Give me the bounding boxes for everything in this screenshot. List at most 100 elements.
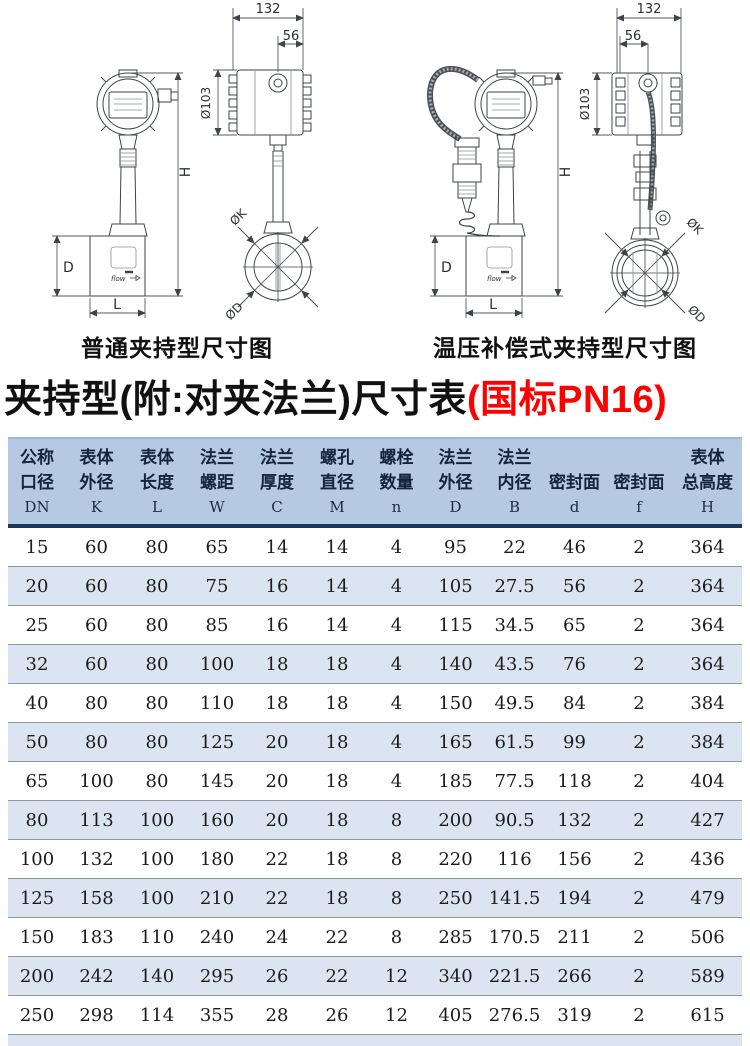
table-cell: 140	[127, 956, 187, 996]
table-cell: 100	[127, 800, 187, 840]
table-cell: 118	[544, 761, 605, 801]
table-cell: 150	[8, 917, 66, 957]
table-cell: 266	[544, 956, 605, 996]
table-cell: 295	[187, 956, 247, 996]
table-cell: 46	[563, 536, 586, 558]
table-row: 32 60 80 100 18 18 4 140 43.5 76 2 364	[8, 644, 742, 684]
side-view	[228, 69, 319, 308]
table-cell: 2	[605, 995, 673, 1035]
column-header: 法兰 厚度 C	[247, 437, 307, 528]
table-cell: 18	[307, 644, 367, 684]
column-header: 法兰 外径 D	[426, 437, 485, 528]
table-cell: 115	[426, 605, 485, 645]
table-cell: 60	[85, 536, 108, 558]
table-cell: 145	[187, 761, 247, 801]
table-cell: 2	[605, 1034, 673, 1046]
column-header: 表体 外径 K	[66, 437, 127, 528]
table-cell: 80	[66, 683, 127, 723]
table-cell: 26	[247, 956, 307, 996]
column-header: 螺孔 直径 M	[307, 437, 367, 528]
dim-width-56: 56	[625, 29, 642, 44]
table-cell: 26	[307, 995, 367, 1035]
drawing-compensated-clamp: flow D L H	[426, 2, 708, 326]
compensation-hose	[426, 65, 480, 142]
table-cell: 100	[187, 644, 247, 684]
dim-width-132: 132	[637, 2, 662, 17]
table-cell: 20	[247, 800, 307, 840]
table-cell: 125	[187, 722, 247, 762]
table-cell: 132	[66, 839, 127, 879]
table-cell: 364	[673, 566, 742, 606]
table-cell: 14	[307, 605, 367, 645]
table-cell: 436	[673, 839, 742, 879]
table-cell: 49.5	[485, 683, 544, 723]
table-cell: 364	[673, 644, 742, 684]
table-row: 15 60 80 65 14 14 4 95 22 46 2 364	[8, 526, 742, 567]
sheet-title: 夹持型(附:对夹法兰)尺寸表(国标PN16)	[4, 368, 750, 423]
table-cell: 150	[426, 683, 485, 723]
table-row: 40 80 80 110 18 18 4 150 49.5 84 2 384	[8, 683, 742, 723]
table-cell: 100	[127, 878, 187, 918]
table-cell: 8	[367, 800, 426, 840]
table-cell: 2	[605, 839, 673, 879]
table-cell: 116	[485, 839, 544, 879]
table-cell: 18	[307, 839, 367, 879]
dimension-lines	[592, 8, 682, 136]
table-cell: 340	[426, 956, 485, 996]
table-cell: 2	[605, 605, 673, 645]
dim-bolt-circle: ØK	[684, 215, 707, 238]
table-cell: 32	[8, 644, 66, 684]
table-cell: 132	[544, 800, 605, 840]
table-body: 15 60 80 65 14 14 4 95 22 46 2 364 20 60 80 75 16 14 4 105 2…	[8, 526, 742, 1046]
dimension-table: 公称 口径 DN 表体 外径 K 表体 长度 L 法兰 螺距 W 法兰 厚度 C 螺孔 直径 M 螺栓 数量 n 法兰 外径…	[8, 437, 742, 1046]
table-cell: 200	[8, 956, 66, 996]
table-cell: 130	[127, 1034, 187, 1046]
meter-body	[465, 235, 523, 297]
table-cell: 100	[127, 839, 187, 879]
dim-flange-od: ØD	[685, 303, 708, 326]
table-cell: 15	[25, 536, 49, 558]
column-header: 法兰 内径 B	[485, 437, 544, 528]
table-cell: 2	[605, 644, 673, 684]
table-cell: 12	[367, 956, 426, 996]
column-header: 表体 长度 L	[127, 437, 187, 528]
housing-fins	[228, 74, 312, 132]
column-header: 公称 口径 DN	[8, 437, 66, 528]
table-cell: 2	[605, 683, 673, 723]
table-row: 250 298 114 355 28 26 12 405 276.5 319 2 615	[8, 995, 742, 1035]
table-cell: 384	[673, 683, 742, 723]
table-row: 300350130410322612460327.53702666	[8, 1034, 742, 1046]
table-cell: 666	[673, 1034, 742, 1046]
table-cell: 110	[187, 683, 247, 723]
table-cell: 285	[426, 917, 485, 957]
table-cell: 80	[127, 566, 187, 606]
table-cell: 40	[8, 683, 66, 723]
table-cell: 210	[187, 878, 247, 918]
column-header: 螺栓 数量 n	[367, 437, 426, 528]
table-row: 80 113 100 160 20 18 8 200 90.5 132 2 427	[8, 800, 742, 840]
table-cell: 4	[367, 605, 426, 645]
table-cell: 105	[426, 566, 485, 606]
housing-fins	[615, 77, 681, 127]
table-cell: 221.5	[485, 956, 544, 996]
table-cell: 427	[673, 800, 742, 840]
table-cell: 25	[8, 605, 66, 645]
column-header: 表体 总高度 H	[673, 437, 742, 528]
table-cell: 140	[426, 644, 485, 684]
table-cell: 22	[307, 956, 367, 996]
table-cell: 114	[127, 995, 187, 1035]
table-cell: 80	[127, 683, 187, 723]
table-cell: 2	[633, 536, 645, 558]
head-top-tab	[118, 69, 138, 78]
table-cell: 50	[8, 722, 66, 762]
caption-normal-clamp: 普通夹持型尺寸图	[81, 335, 273, 361]
table-cell: 18	[247, 683, 307, 723]
table-cell: 16	[247, 605, 307, 645]
table-cell: 22	[247, 839, 307, 879]
table-cell: 2	[605, 800, 673, 840]
meter-body	[89, 235, 146, 297]
table-cell: 370	[544, 1034, 605, 1046]
drawing-normal-clamp: flow D L H	[52, 2, 319, 323]
table-cell: 14	[307, 566, 367, 606]
